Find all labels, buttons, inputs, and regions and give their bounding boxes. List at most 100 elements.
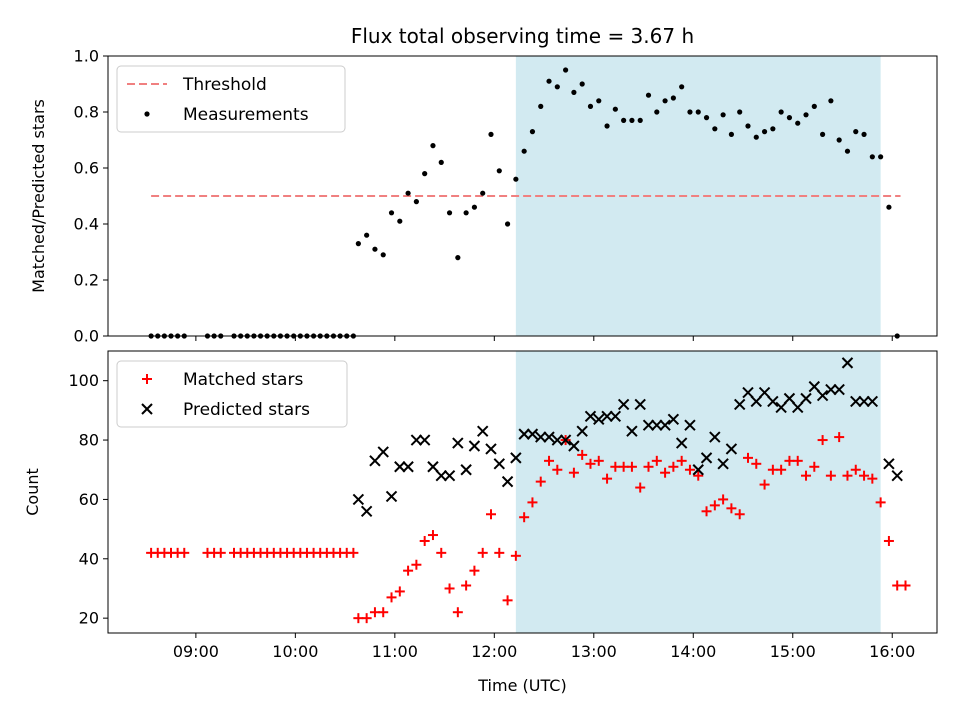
- predicted-star-point: [725, 443, 738, 455]
- predicted-star-point: [402, 461, 414, 473]
- measurement-point: [695, 109, 701, 115]
- predicted-star-point: [684, 419, 696, 431]
- count-y-tick-label: 40: [79, 549, 99, 568]
- predicted-star-point: [667, 413, 680, 425]
- measurement-point: [795, 120, 801, 126]
- measurement-point: [836, 137, 842, 143]
- predicted-star-point: [452, 437, 464, 449]
- matched-star-point: [684, 464, 695, 475]
- predicted-star-point: [850, 395, 862, 408]
- matched-star-point: [792, 455, 803, 466]
- predicted-star-point: [360, 505, 373, 518]
- predicted-star-point: [651, 419, 663, 431]
- matched-star-point: [585, 458, 596, 469]
- matched-star-point: [651, 455, 662, 466]
- matched-star-point: [676, 455, 687, 466]
- predicted-star-point: [642, 419, 655, 431]
- predicted-star-point: [543, 431, 555, 443]
- predicted-star-point: [717, 458, 729, 470]
- measurement-point: [612, 106, 618, 112]
- matched-star-point: [701, 506, 712, 517]
- count-legend: Matched stars Predicted stars: [116, 360, 348, 428]
- matched-star-point: [378, 607, 389, 618]
- measurement-point: [372, 246, 378, 252]
- predicted-star-point: [435, 469, 447, 482]
- count-y-tick-label: 80: [79, 431, 99, 450]
- predicted-star-point: [410, 434, 423, 446]
- count-legend-box: [116, 360, 348, 428]
- matched-star-point: [602, 473, 613, 484]
- matched-star-point: [552, 464, 563, 475]
- measurement-point: [604, 123, 610, 129]
- predicted-star-point: [825, 383, 837, 396]
- measurement-point: [496, 168, 502, 174]
- predicted-star-point: [352, 493, 365, 506]
- matched-star-point: [668, 461, 679, 472]
- predicted-star-point: [692, 464, 704, 476]
- legend-measurement-swatch: [144, 111, 150, 117]
- predicted-star-point: [816, 389, 829, 402]
- measurement-point: [861, 131, 867, 137]
- matched-star-point: [801, 470, 812, 481]
- measurement-point: [828, 98, 834, 104]
- matched-star-point: [817, 435, 828, 446]
- measurement-point: [430, 143, 436, 149]
- predicted-star-point: [833, 383, 845, 396]
- matched-star-point: [444, 583, 455, 594]
- measurement-point: [778, 109, 784, 115]
- matched-star-point: [386, 592, 397, 603]
- measurement-point: [480, 190, 486, 196]
- predicted-star-point: [675, 437, 688, 449]
- count-x-tick-label: 15:00: [770, 642, 816, 661]
- matched-star-point: [527, 497, 538, 508]
- measurement-point: [786, 115, 793, 121]
- matched-star-point: [485, 509, 496, 520]
- x-axis-label: Time (UTC): [477, 676, 566, 695]
- matched-star-point: [544, 455, 555, 466]
- matched-star-point: [436, 547, 447, 558]
- predicted-star-point: [551, 434, 564, 446]
- matched-star-point: [394, 586, 405, 597]
- matched-star-point: [643, 461, 654, 472]
- measurement-point: [844, 148, 851, 154]
- measurement-point: [463, 210, 469, 216]
- measurement-point: [753, 134, 759, 140]
- matched-star-point: [759, 479, 770, 490]
- ratio-y-tick-label: 0.6: [74, 159, 99, 178]
- predicted-star-point: [617, 398, 630, 411]
- matched-star-point: [519, 512, 530, 523]
- matched-star-point: [215, 547, 226, 558]
- measurement-point: [521, 148, 527, 154]
- count-x-tick-label: 10:00: [272, 642, 318, 661]
- predicted-star-point: [601, 410, 613, 423]
- matched-star-point: [494, 547, 505, 558]
- predicted-star-point: [501, 475, 514, 488]
- predicted-star-point: [510, 452, 522, 464]
- count-x-tick-label: 09:00: [173, 642, 219, 661]
- measurement-point: [563, 67, 569, 73]
- matched-star-point: [726, 503, 737, 514]
- measurement-point: [728, 131, 735, 137]
- count-panel: 20 40 60 80 100 09:00 10:00 11:00 12:00 13:00 14:0…: [68, 350, 938, 661]
- matched-star-point: [348, 547, 359, 558]
- predicted-star-point: [468, 440, 481, 452]
- predicted-star-point: [800, 392, 812, 405]
- measurement-point: [571, 89, 577, 95]
- predicted-star-point: [443, 469, 456, 482]
- predicted-star-point: [568, 440, 580, 452]
- predicted-star-point: [775, 401, 787, 414]
- ratio-panel: 0.0 0.2 0.4 0.6 0.8 1.0 Threshold Measurements: [74, 47, 938, 346]
- measurement-point: [770, 126, 776, 132]
- predicted-star-point: [634, 398, 646, 411]
- matched-star-point: [776, 464, 787, 475]
- matched-star-point: [867, 473, 878, 484]
- matched-star-point: [850, 464, 861, 475]
- ratio-legend-box: [116, 65, 346, 133]
- matched-star-point: [403, 565, 414, 576]
- measurement-point: [422, 171, 428, 177]
- ratio-y-tick-label: 0.8: [74, 103, 99, 122]
- predicted-star-point: [808, 380, 821, 393]
- predicted-star-point: [427, 461, 439, 473]
- measurement-point: [687, 109, 693, 115]
- measurement-point: [869, 154, 875, 160]
